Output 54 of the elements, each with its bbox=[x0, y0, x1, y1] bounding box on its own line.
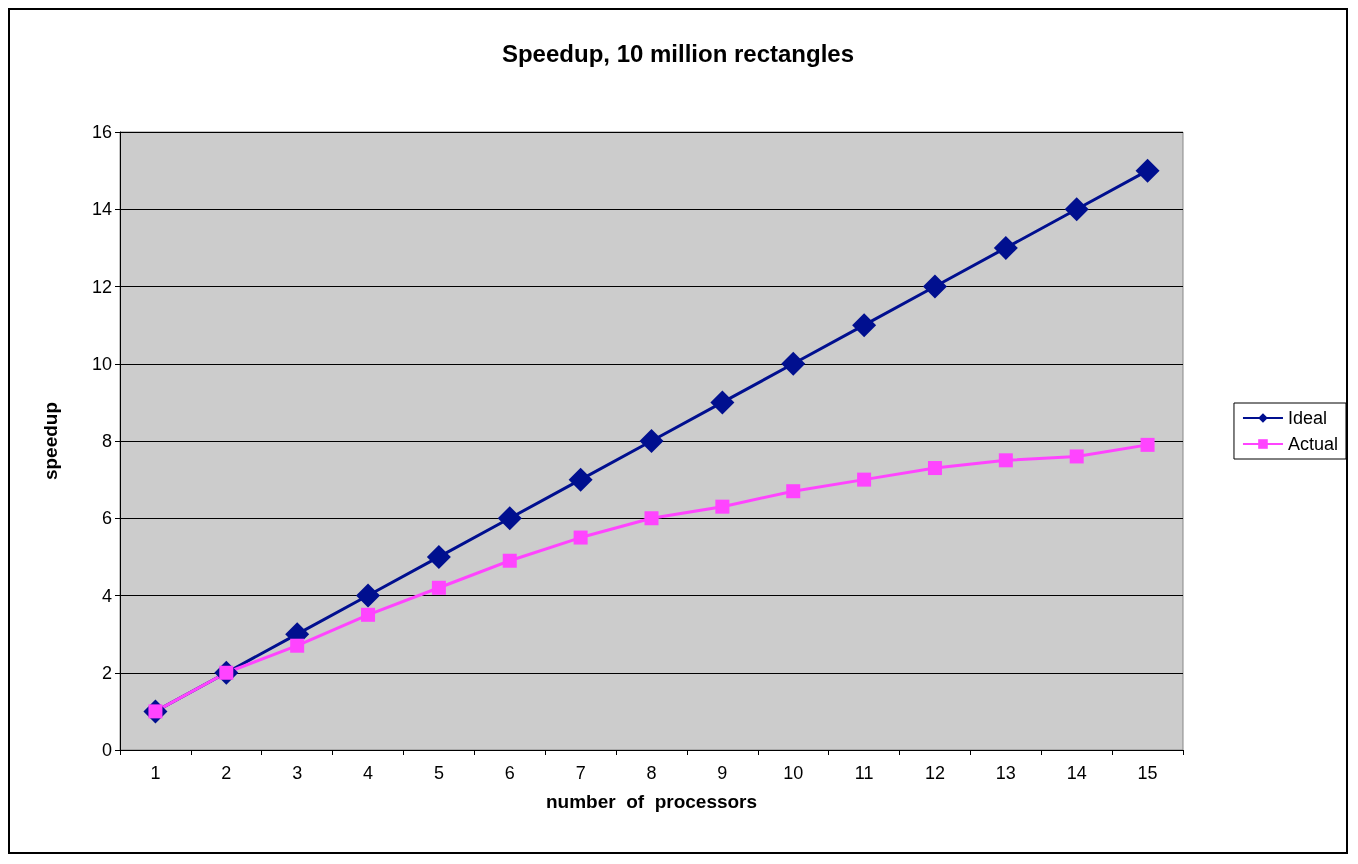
x-tick-label: 11 bbox=[854, 763, 874, 783]
x-tick-label: 3 bbox=[292, 763, 303, 783]
x-tick-label: 2 bbox=[221, 763, 232, 783]
y-tick-label: 12 bbox=[91, 276, 112, 297]
point bbox=[644, 511, 659, 526]
point bbox=[639, 429, 664, 453]
point bbox=[497, 506, 522, 531]
point bbox=[356, 583, 381, 608]
x-tick-label: 5 bbox=[433, 763, 444, 783]
y-tick-label: 14 bbox=[91, 199, 112, 220]
point bbox=[1135, 158, 1160, 183]
y-tick-label: 10 bbox=[91, 353, 112, 374]
y-tick-label: 16 bbox=[91, 122, 112, 142]
point bbox=[431, 580, 446, 595]
x-tick-label: 7 bbox=[575, 763, 586, 783]
x-axis-title: number of processors bbox=[545, 791, 758, 812]
point bbox=[290, 638, 305, 653]
point bbox=[998, 453, 1013, 468]
x-tick-label: 4 bbox=[363, 763, 374, 783]
point bbox=[927, 461, 942, 476]
point bbox=[426, 544, 451, 569]
point bbox=[1069, 449, 1084, 464]
x-tick-label: 6 bbox=[504, 763, 515, 783]
point bbox=[568, 467, 593, 492]
y-tick-label: 2 bbox=[101, 662, 112, 683]
point bbox=[502, 553, 517, 568]
y-axis-title: speedup bbox=[40, 401, 61, 481]
y-tick-label: 6 bbox=[101, 508, 112, 529]
x-tick-label: 1 bbox=[150, 763, 161, 783]
y-tick-label: 4 bbox=[101, 585, 112, 606]
x-tick-label: 13 bbox=[995, 763, 1016, 783]
y-tick-label: 8 bbox=[101, 431, 112, 451]
chart-title: Speedup, 10 million rectangles bbox=[501, 39, 855, 67]
point bbox=[1140, 437, 1155, 452]
point bbox=[781, 351, 806, 376]
y-tick-label: 0 bbox=[101, 740, 112, 760]
point bbox=[361, 607, 376, 622]
legend-label: Ideal bbox=[1287, 408, 1328, 428]
x-tick-label: 9 bbox=[717, 763, 728, 783]
point bbox=[573, 530, 588, 545]
point bbox=[1064, 197, 1089, 222]
point bbox=[852, 313, 877, 338]
point bbox=[857, 472, 872, 487]
point bbox=[922, 274, 947, 299]
x-tick-label: 12 bbox=[924, 763, 945, 783]
x-tick-label: 15 bbox=[1137, 763, 1158, 783]
legend-label: Actual bbox=[1287, 434, 1338, 454]
point bbox=[715, 499, 730, 514]
x-tick-label: 14 bbox=[1066, 763, 1087, 783]
x-tick-label: 8 bbox=[646, 763, 657, 783]
x-tick-label: 10 bbox=[783, 763, 804, 783]
point bbox=[786, 484, 801, 499]
point bbox=[993, 235, 1018, 260]
point bbox=[710, 390, 735, 415]
